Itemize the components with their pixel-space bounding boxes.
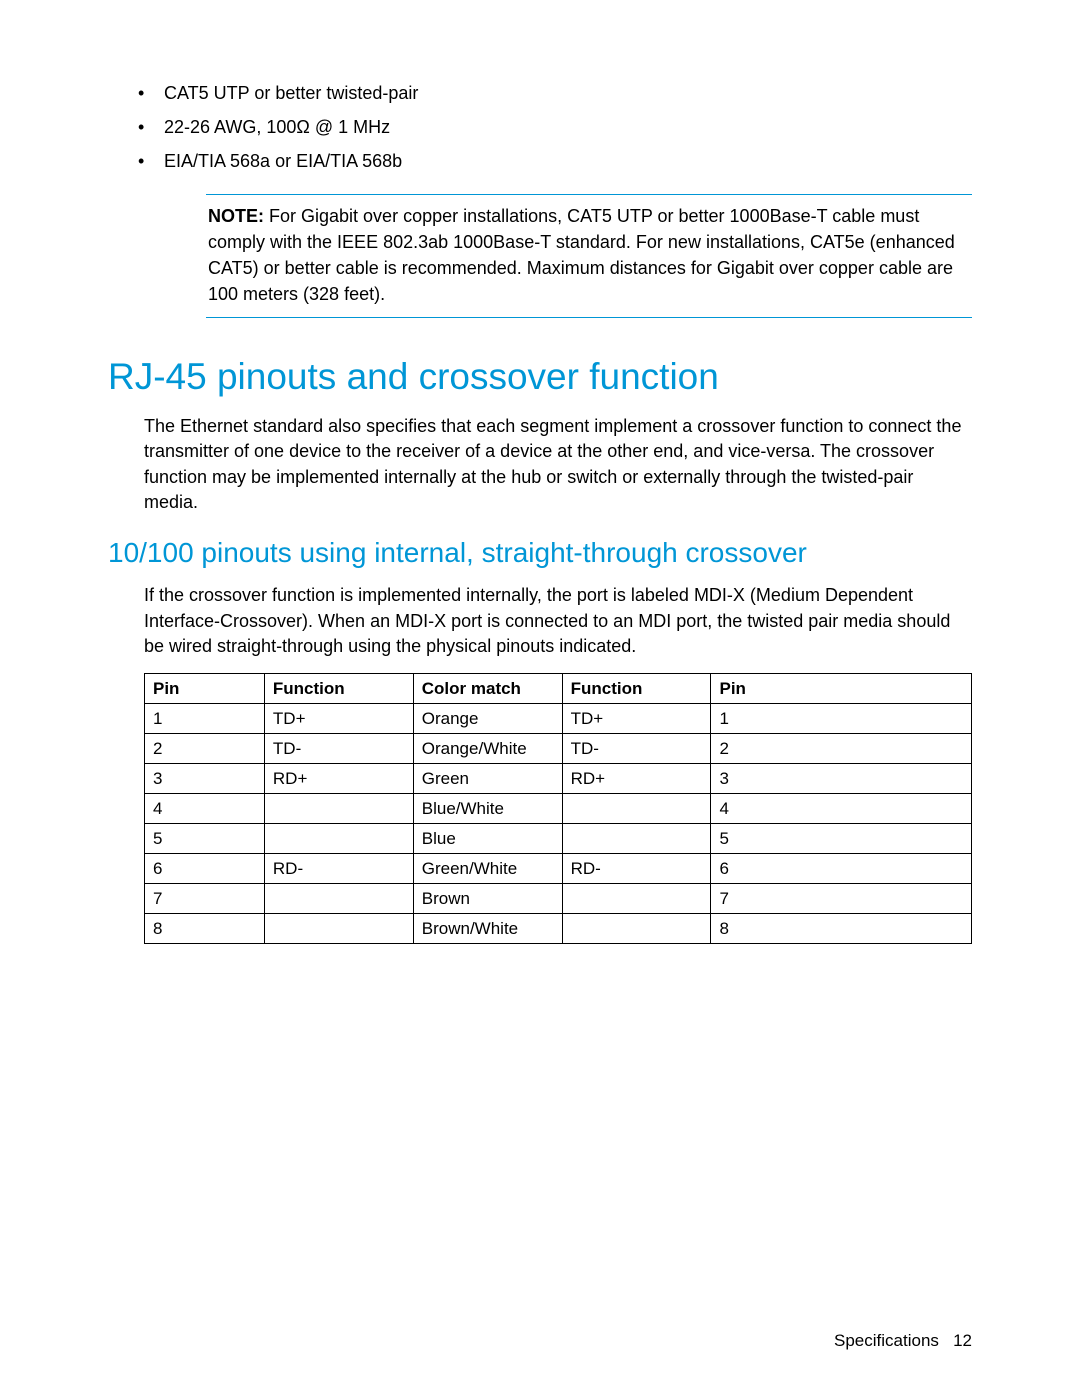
table-row: 3 RD+ Green RD+ 3 <box>145 764 972 794</box>
cell: 1 <box>145 704 265 734</box>
table-row: 6 RD- Green/White RD- 6 <box>145 854 972 884</box>
cell: TD- <box>264 734 413 764</box>
cell: Brown <box>413 884 562 914</box>
col-header: Pin <box>711 674 972 704</box>
table-row: 8 Brown/White 8 <box>145 914 972 944</box>
col-header: Color match <box>413 674 562 704</box>
section-heading: RJ-45 pinouts and crossover function <box>108 354 972 400</box>
section-intro: The Ethernet standard also specifies tha… <box>108 414 972 515</box>
page-footer: Specifications 12 <box>834 1331 972 1351</box>
cell: 7 <box>711 884 972 914</box>
cell: 7 <box>145 884 265 914</box>
table-row: 4 Blue/White 4 <box>145 794 972 824</box>
col-header: Function <box>562 674 711 704</box>
cell: RD- <box>562 854 711 884</box>
cell: RD- <box>264 854 413 884</box>
cell: RD+ <box>264 764 413 794</box>
table-row: 5 Blue 5 <box>145 824 972 854</box>
cell: 8 <box>145 914 265 944</box>
cell: 5 <box>711 824 972 854</box>
cell: 8 <box>711 914 972 944</box>
table-row: 1 TD+ Orange TD+ 1 <box>145 704 972 734</box>
cell: 3 <box>145 764 265 794</box>
cell: Blue <box>413 824 562 854</box>
cell: 2 <box>711 734 972 764</box>
cell <box>264 794 413 824</box>
cell: 4 <box>711 794 972 824</box>
table-header-row: Pin Function Color match Function Pin <box>145 674 972 704</box>
pinout-table: Pin Function Color match Function Pin 1 … <box>144 673 972 944</box>
cell: Green/White <box>413 854 562 884</box>
subsection-intro: If the crossover function is implemented… <box>108 583 972 659</box>
cell: 1 <box>711 704 972 734</box>
cell <box>562 884 711 914</box>
note-text: For Gigabit over copper installations, C… <box>208 206 955 304</box>
cell: TD+ <box>562 704 711 734</box>
cell: 2 <box>145 734 265 764</box>
cell: 5 <box>145 824 265 854</box>
cell <box>562 794 711 824</box>
cell: Green <box>413 764 562 794</box>
cell <box>264 914 413 944</box>
cell <box>264 824 413 854</box>
table-row: 7 Brown 7 <box>145 884 972 914</box>
cell: RD+ <box>562 764 711 794</box>
cell: 3 <box>711 764 972 794</box>
cell: Blue/White <box>413 794 562 824</box>
cell: TD- <box>562 734 711 764</box>
col-header: Function <box>264 674 413 704</box>
pinout-tbody: 1 TD+ Orange TD+ 1 2 TD- Orange/White TD… <box>145 704 972 944</box>
spec-list-item: 22-26 AWG, 100Ω @ 1 MHz <box>164 114 972 142</box>
cell: 6 <box>145 854 265 884</box>
cell: 4 <box>145 794 265 824</box>
spec-list-item: CAT5 UTP or better twisted-pair <box>164 80 972 108</box>
footer-section: Specifications <box>834 1331 939 1350</box>
cell <box>562 824 711 854</box>
note-block: NOTE: For Gigabit over copper installati… <box>206 194 972 318</box>
footer-page-number: 12 <box>953 1331 972 1350</box>
cell: TD+ <box>264 704 413 734</box>
cell <box>264 884 413 914</box>
cell: Brown/White <box>413 914 562 944</box>
cell <box>562 914 711 944</box>
subsection-heading: 10/100 pinouts using internal, straight-… <box>108 535 972 571</box>
spec-list-item: EIA/TIA 568a or EIA/TIA 568b <box>164 148 972 176</box>
spec-list: CAT5 UTP or better twisted-pair 22-26 AW… <box>108 80 972 176</box>
table-row: 2 TD- Orange/White TD- 2 <box>145 734 972 764</box>
col-header: Pin <box>145 674 265 704</box>
cell: Orange/White <box>413 734 562 764</box>
note-label: NOTE: <box>208 206 264 226</box>
page: CAT5 UTP or better twisted-pair 22-26 AW… <box>0 0 1080 1397</box>
cell: 6 <box>711 854 972 884</box>
cell: Orange <box>413 704 562 734</box>
